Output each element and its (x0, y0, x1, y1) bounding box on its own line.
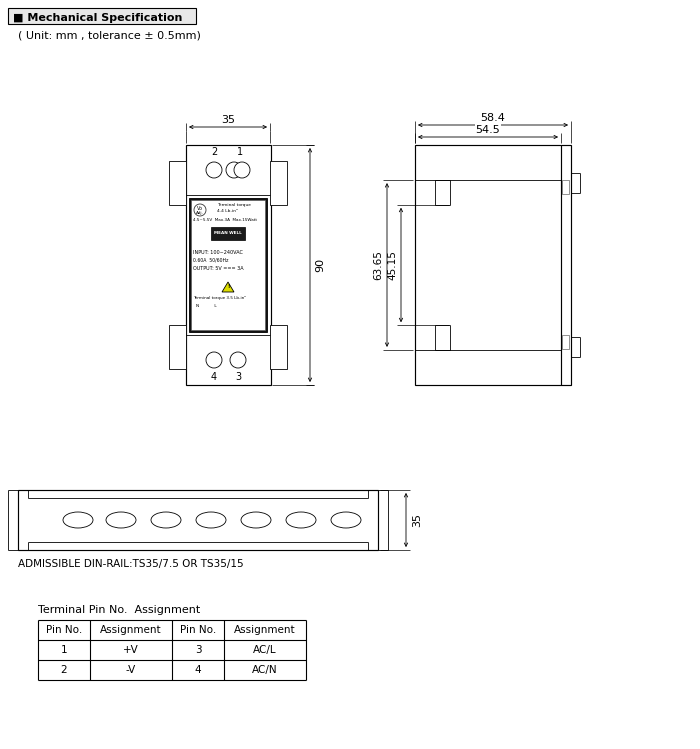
Bar (186, 145, 271, 385)
Text: 2: 2 (61, 665, 67, 675)
Bar (191, 200, 265, 330)
Text: 58.4: 58.4 (481, 113, 505, 123)
Circle shape (230, 352, 246, 368)
Bar (8, 8, 196, 24)
Text: 1: 1 (237, 147, 243, 157)
Ellipse shape (63, 512, 93, 528)
Bar (189, 198, 267, 332)
Bar (169, 161, 186, 205)
Polygon shape (222, 282, 234, 292)
Text: Assignment: Assignment (100, 625, 162, 635)
Text: Pin No.: Pin No. (46, 625, 82, 635)
Text: 3: 3 (235, 372, 241, 382)
Ellipse shape (106, 512, 136, 528)
Circle shape (234, 162, 250, 178)
Bar (169, 325, 186, 369)
Text: 4: 4 (195, 665, 202, 675)
Text: 1: 1 (61, 645, 67, 655)
Bar (415, 145, 571, 385)
Bar (270, 161, 287, 205)
Text: 35: 35 (221, 115, 235, 125)
Text: 4.5~5.5V  Max.3A  Max.15Watt: 4.5~5.5V Max.3A Max.15Watt (193, 218, 257, 222)
Text: !: ! (227, 285, 230, 290)
Text: N           L: N L (196, 304, 217, 308)
Ellipse shape (151, 512, 181, 528)
Text: 0.60A  50/60Hz: 0.60A 50/60Hz (193, 258, 228, 262)
Text: 63.65: 63.65 (373, 250, 383, 280)
Circle shape (226, 162, 242, 178)
Text: 4.4 Lb-in": 4.4 Lb-in" (217, 209, 238, 213)
Bar (211, 227, 245, 240)
Text: INPUT: 100~240VAC: INPUT: 100~240VAC (193, 249, 243, 255)
Text: Pin No.: Pin No. (180, 625, 216, 635)
Text: Adj.: Adj. (196, 211, 204, 215)
Ellipse shape (286, 512, 316, 528)
Text: 35: 35 (412, 513, 422, 527)
Text: AC/N: AC/N (252, 665, 278, 675)
Circle shape (206, 162, 222, 178)
Text: Terminal torque: Terminal torque (217, 203, 251, 207)
Text: ( Unit: mm , tolerance ± 0.5mm): ( Unit: mm , tolerance ± 0.5mm) (18, 31, 201, 41)
Text: +V: +V (123, 645, 139, 655)
Text: Vo: Vo (197, 207, 203, 211)
Text: 45.15: 45.15 (387, 250, 397, 280)
Text: ■ Mechanical Specification: ■ Mechanical Specification (13, 13, 183, 23)
Text: Terminal Pin No.  Assignment: Terminal Pin No. Assignment (38, 605, 200, 615)
Text: OUTPUT: 5V === 3A: OUTPUT: 5V === 3A (193, 265, 244, 270)
Text: AC/L: AC/L (253, 645, 276, 655)
Text: 4: 4 (211, 372, 217, 382)
Ellipse shape (241, 512, 271, 528)
Circle shape (194, 204, 206, 216)
Ellipse shape (331, 512, 361, 528)
Text: ADMISSIBLE DIN-RAIL:TS35/7.5 OR TS35/15: ADMISSIBLE DIN-RAIL:TS35/7.5 OR TS35/15 (18, 559, 244, 569)
Text: 3: 3 (195, 645, 202, 655)
Text: MEAN WELL: MEAN WELL (214, 231, 242, 235)
Text: Assignment: Assignment (234, 625, 296, 635)
Circle shape (206, 352, 222, 368)
Text: 54.5: 54.5 (475, 125, 500, 135)
Ellipse shape (196, 512, 226, 528)
Text: Terminal torque 3.5 Lb-in": Terminal torque 3.5 Lb-in" (193, 296, 246, 300)
Bar (18, 490, 378, 550)
Bar (562, 180, 569, 194)
Bar (562, 335, 569, 349)
Bar (270, 325, 287, 369)
Text: 2: 2 (211, 147, 217, 157)
Text: -V: -V (126, 665, 136, 675)
Text: 90: 90 (315, 258, 325, 272)
